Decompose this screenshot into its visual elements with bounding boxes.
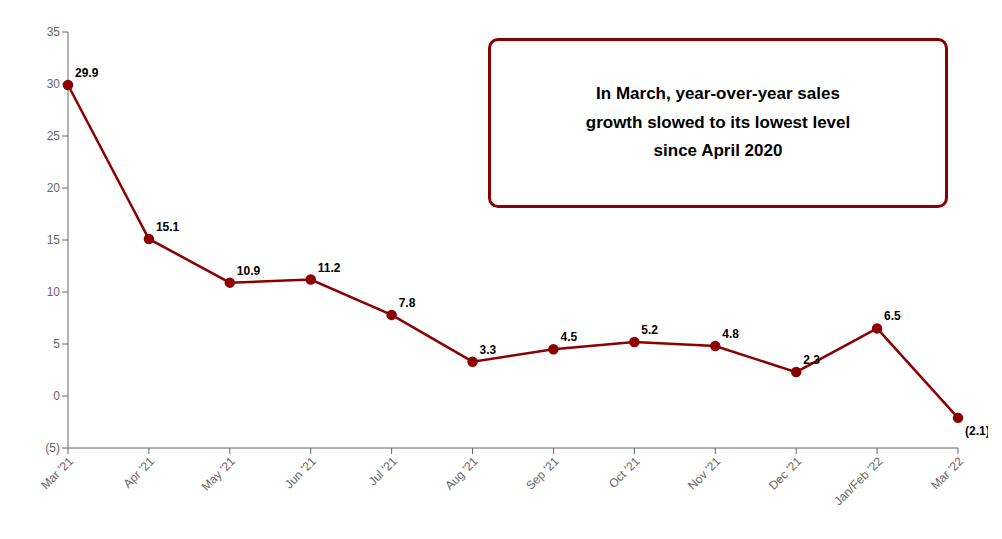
svg-text:0: 0 (53, 389, 60, 403)
svg-text:Jan/Feb '22: Jan/Feb '22 (831, 454, 885, 508)
svg-text:5.2: 5.2 (641, 323, 658, 337)
svg-text:Apr '21: Apr '21 (121, 454, 158, 491)
svg-text:15.1: 15.1 (156, 220, 180, 234)
svg-text:Dec '21: Dec '21 (766, 454, 805, 493)
svg-text:4.8: 4.8 (722, 327, 739, 341)
svg-text:11.2: 11.2 (318, 261, 341, 275)
svg-text:10: 10 (47, 285, 61, 299)
svg-text:(5): (5) (45, 441, 60, 455)
svg-text:6.5: 6.5 (884, 309, 901, 323)
svg-text:Oct '21: Oct '21 (606, 454, 643, 491)
svg-text:29.9: 29.9 (75, 66, 99, 80)
svg-text:5: 5 (53, 337, 60, 351)
svg-text:35: 35 (47, 25, 61, 39)
svg-text:15: 15 (47, 233, 61, 247)
svg-text:10.9: 10.9 (237, 264, 261, 278)
svg-text:Sep '21: Sep '21 (523, 454, 562, 493)
svg-text:(2.1): (2.1) (965, 424, 988, 438)
svg-text:Aug '21: Aug '21 (442, 454, 481, 493)
svg-text:May '21: May '21 (199, 454, 239, 494)
svg-text:20: 20 (47, 181, 61, 195)
svg-text:25: 25 (47, 129, 61, 143)
svg-text:3.3: 3.3 (480, 343, 497, 357)
svg-text:30: 30 (47, 77, 61, 91)
svg-text:Jun '21: Jun '21 (282, 454, 319, 491)
html-text:In March, year-over-year sales: In March, year-over-year sales growth sl… (585, 83, 851, 161)
svg-text:Jul '21: Jul '21 (366, 454, 400, 488)
svg-text:Mar '22: Mar '22 (928, 454, 966, 492)
svg-text:7.8: 7.8 (399, 296, 416, 310)
svg-text:Nov '21: Nov '21 (685, 454, 724, 493)
svg-text:Mar '21: Mar '21 (38, 454, 76, 492)
svg-text:4.5: 4.5 (560, 330, 577, 344)
svg-text:2.3: 2.3 (803, 353, 820, 367)
